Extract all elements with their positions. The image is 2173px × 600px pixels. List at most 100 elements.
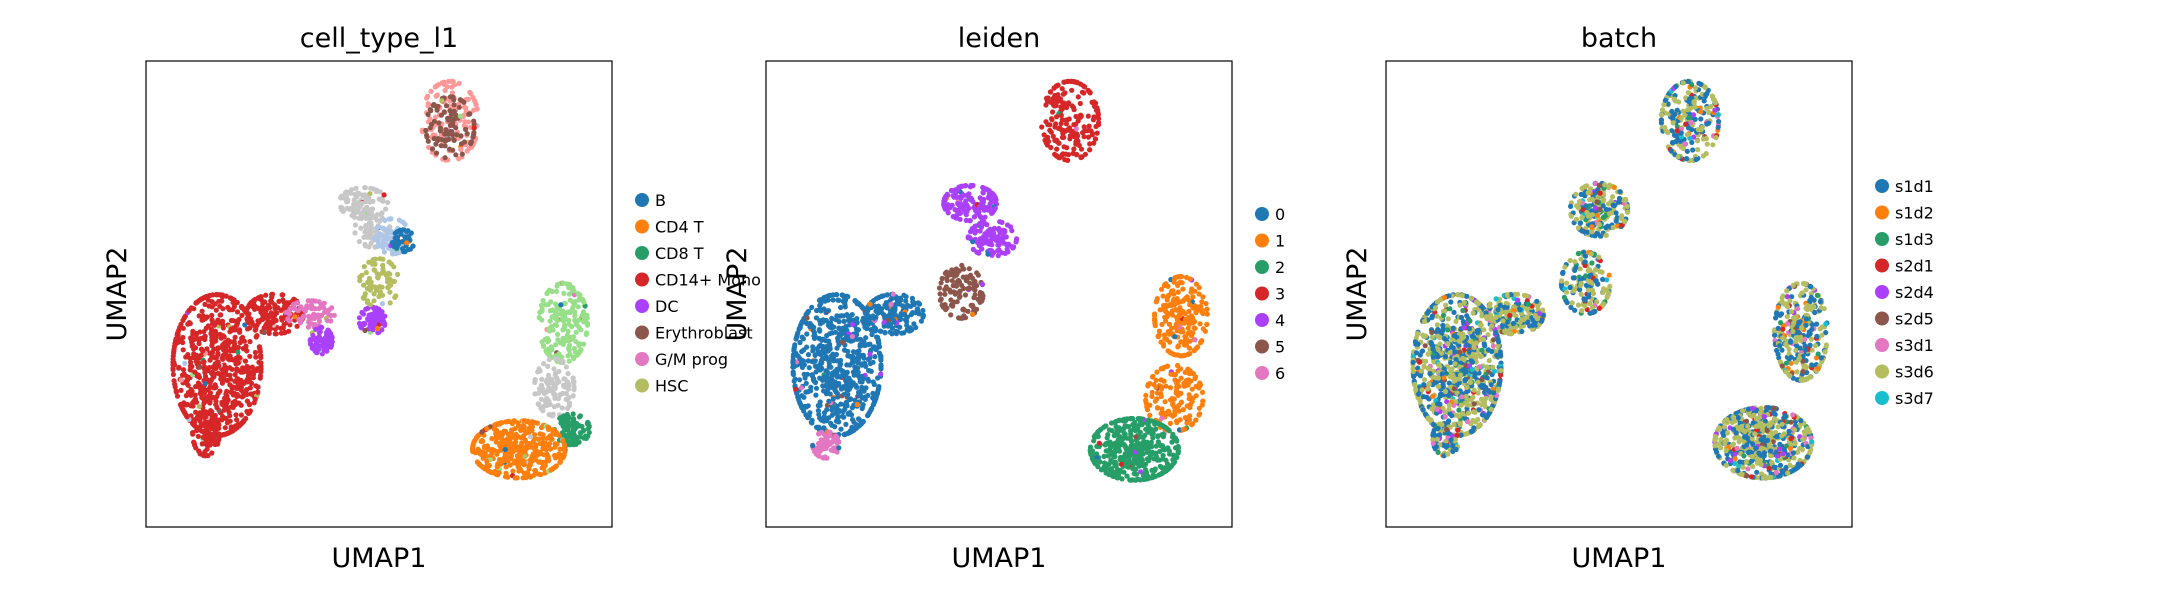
data-point — [522, 437, 528, 443]
data-point — [352, 222, 358, 228]
data-point — [1148, 441, 1154, 447]
data-point — [852, 397, 858, 403]
data-point — [976, 209, 982, 215]
data-point — [1128, 431, 1134, 437]
data-point — [236, 316, 242, 323]
data-point — [199, 414, 205, 420]
data-point — [196, 403, 202, 410]
data-point — [884, 305, 890, 311]
data-point — [222, 339, 228, 346]
data-point — [939, 275, 945, 282]
data-point — [215, 317, 221, 323]
legend-marker — [635, 325, 649, 340]
data-point — [206, 395, 212, 401]
data-point — [835, 394, 841, 400]
data-point — [240, 389, 246, 395]
data-point — [888, 301, 894, 307]
data-point — [263, 292, 269, 298]
data-point — [207, 400, 213, 406]
data-point — [854, 401, 860, 408]
data-point — [843, 400, 850, 406]
data-point — [1077, 100, 1083, 107]
data-point — [509, 427, 515, 433]
data-point — [566, 317, 572, 323]
data-point — [1159, 321, 1165, 328]
data-point — [1170, 288, 1176, 294]
data-point — [369, 206, 375, 212]
data-point — [361, 264, 367, 270]
data-point — [865, 376, 871, 382]
data-point — [210, 292, 216, 298]
data-point — [521, 418, 527, 424]
data-point — [848, 383, 854, 389]
data-point — [233, 412, 239, 418]
data-point — [1172, 408, 1178, 414]
data-point — [865, 392, 871, 399]
data-point — [996, 235, 1002, 241]
data-point — [967, 218, 973, 224]
data-point — [1168, 412, 1175, 418]
data-point — [805, 358, 811, 364]
data-point — [578, 327, 584, 333]
data-point — [878, 365, 884, 371]
panel-batch: batch UMAP1 UMAP2 s1d1s1d2s1d3s2d1s2d4s2… — [1342, 23, 1934, 574]
data-point — [882, 330, 888, 336]
data-point — [489, 446, 495, 453]
data-point — [831, 353, 837, 359]
data-point — [1013, 239, 1019, 245]
data-point — [368, 233, 374, 239]
data-point — [234, 366, 240, 372]
data-point — [790, 352, 797, 358]
data-point — [371, 284, 377, 290]
data-point — [246, 311, 252, 317]
data-point — [1177, 307, 1183, 313]
data-point — [571, 384, 577, 390]
data-point — [429, 146, 436, 152]
data-point — [352, 230, 358, 236]
data-point — [825, 385, 831, 391]
data-point — [194, 373, 200, 379]
data-point — [377, 189, 383, 195]
data-point — [199, 394, 205, 401]
data-point — [1180, 286, 1186, 292]
data-point — [554, 283, 560, 289]
data-point — [220, 375, 226, 381]
data-point — [1103, 423, 1109, 429]
data-point — [980, 234, 987, 240]
data-point — [258, 317, 264, 323]
data-point — [956, 202, 962, 208]
data-point — [387, 289, 393, 295]
data-point — [184, 380, 190, 386]
scatter-points — [1410, 78, 1830, 481]
data-point — [943, 284, 949, 290]
data-point — [816, 297, 823, 303]
data-point — [463, 105, 469, 111]
data-point — [285, 316, 291, 322]
data-point — [307, 298, 313, 304]
data-point — [377, 289, 383, 295]
data-point — [541, 465, 547, 471]
data-point — [253, 354, 259, 360]
data-point — [584, 315, 590, 321]
data-point — [435, 138, 441, 144]
data-point — [539, 376, 545, 382]
data-point — [546, 372, 552, 378]
data-point — [956, 268, 962, 274]
data-point — [383, 206, 389, 212]
data-point — [843, 335, 849, 341]
data-point — [840, 409, 846, 415]
data-point — [1075, 80, 1081, 86]
data-point — [232, 372, 238, 378]
data-point — [561, 383, 567, 389]
data-point — [247, 353, 253, 359]
data-point — [385, 199, 391, 206]
data-point — [831, 324, 837, 330]
data-point — [216, 433, 222, 439]
data-point — [538, 382, 545, 388]
data-point — [405, 228, 411, 234]
data-point — [1069, 103, 1075, 109]
legend-label: 2 — [1275, 258, 1285, 277]
legend-marker — [1255, 207, 1269, 221]
data-point — [215, 370, 221, 376]
data-point — [809, 304, 815, 310]
